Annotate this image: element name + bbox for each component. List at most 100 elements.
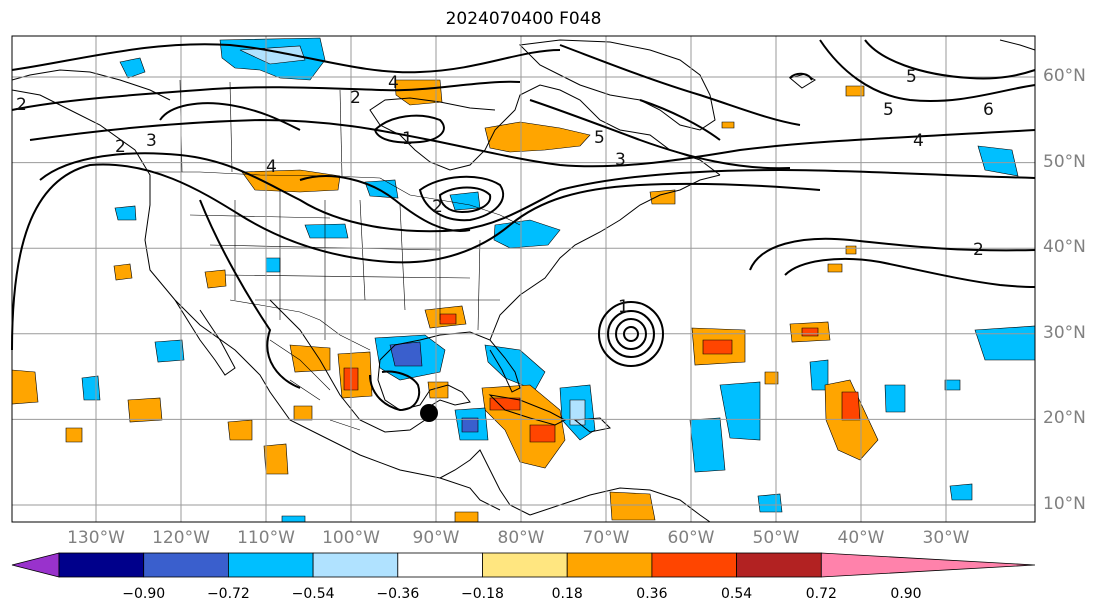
shade-orange-pac9	[263, 443, 289, 475]
contour-c	[29, 118, 1036, 168]
coast-gulf	[269, 299, 521, 433]
shade-orange-pac8	[227, 419, 253, 441]
coast-baja	[174, 299, 236, 376]
longitude-label: 120°W	[152, 528, 210, 548]
contour-j	[418, 175, 505, 222]
contour-m	[784, 257, 1036, 288]
shade-cyan-rockies	[265, 257, 281, 273]
shade-cyan-ne1	[977, 145, 1019, 177]
contour-a	[11, 43, 561, 74]
shade-orange-sa1	[609, 491, 656, 521]
contour-label: 2	[432, 197, 443, 217]
latitude-label: 40°N	[1043, 237, 1086, 258]
shade-lightblue-alaska	[239, 45, 306, 65]
shade-red-atl2	[801, 327, 819, 337]
shade-orange-pac2	[204, 269, 227, 289]
colorbar-segment	[312, 552, 399, 578]
border-us-mexico	[229, 299, 371, 351]
colorbar-segment	[58, 552, 145, 578]
latitude-label: 20°N	[1043, 408, 1086, 429]
border-state5	[399, 204, 406, 311]
colorbar-tick-label: −0.90	[122, 586, 166, 602]
border-state8	[189, 214, 331, 219]
low-ring-4	[623, 326, 639, 342]
colorbar-extend-min	[11, 552, 60, 578]
contour-label: 3	[146, 131, 157, 151]
shade-cyan-nwpac	[119, 57, 146, 79]
low-ring-3	[615, 318, 647, 350]
colorbar-tick-label: −0.18	[461, 586, 504, 602]
political-borders	[150, 79, 521, 431]
shade-cyan-lakes	[364, 179, 399, 199]
contour-t	[789, 72, 813, 81]
coast-greenland	[518, 39, 716, 131]
contour-label: 2	[973, 240, 984, 260]
coast-east	[489, 174, 721, 341]
shade-cyan-atl9	[949, 483, 973, 501]
colorbar-segment	[227, 552, 314, 578]
shade-cyan-plains	[304, 223, 349, 239]
longitude-label: 70°W	[582, 528, 630, 548]
shade-lightblue-atl1	[569, 399, 586, 426]
longitude-label: 90°W	[412, 528, 460, 548]
coastlines	[11, 39, 1036, 523]
coast-europe	[999, 39, 1036, 51]
colorbar-segment	[397, 552, 483, 578]
shade-red-gulf	[439, 313, 457, 325]
contour-label: 2	[350, 88, 361, 108]
colorbar-extend-max	[820, 552, 1036, 578]
latitude-label: 10°N	[1043, 494, 1086, 514]
shade-orange-pac6	[127, 397, 163, 423]
shade-orange-pac5	[11, 369, 39, 405]
shade-orange-ne1	[845, 85, 865, 97]
coast-south-america	[529, 487, 711, 523]
contour-label: 4	[388, 73, 399, 93]
contour-r	[639, 99, 721, 141]
shade-cyan-lakes2	[449, 191, 481, 211]
coast-iceland	[788, 73, 816, 89]
shade-orange-labrador	[484, 121, 591, 153]
border-state4	[359, 199, 366, 301]
shade-orange-ne2	[649, 189, 676, 205]
latitude-label: 30°N	[1043, 322, 1086, 343]
colorbar-segment	[143, 552, 229, 578]
coast-canada-east	[399, 84, 721, 176]
contour-label: 1	[618, 297, 629, 317]
colorbar-tick-label: 0.90	[890, 586, 922, 602]
contour-label: 2	[16, 95, 27, 115]
shade-cyan-pacific1	[114, 205, 137, 221]
longitude-label: 80°W	[497, 528, 545, 548]
shade-orange-sa2	[454, 511, 479, 523]
shade-cyan-atl6	[974, 325, 1036, 361]
shade-orange-ne5	[721, 121, 735, 129]
shade-cyan-pac4	[81, 375, 101, 401]
contour-f	[199, 199, 301, 389]
contour-p	[559, 44, 801, 126]
longitude-label: 130°W	[67, 528, 125, 548]
coast-cuba	[488, 394, 567, 426]
shade-blue-caribbean	[461, 417, 479, 433]
contour-s	[369, 370, 420, 412]
longitude-label: 60°W	[667, 528, 715, 548]
contour-label: 5	[883, 100, 894, 120]
coast-hudson	[369, 97, 496, 136]
coast-hispaniola	[573, 417, 612, 433]
shade-orange-pac1	[113, 263, 133, 281]
contour-label: 4	[913, 131, 924, 151]
contour-h	[299, 175, 471, 232]
contour-label: 1	[402, 129, 413, 149]
contour-label: 5	[594, 128, 605, 148]
latitude-label: 50°N	[1043, 151, 1086, 172]
contour-label-group: 1 2 2 2 2 3 3 4 4 4 5 5 5 6 2 1	[16, 67, 994, 317]
shade-cyan-atl8	[757, 493, 783, 513]
contour-label: 3	[615, 150, 626, 170]
contour-e	[11, 163, 821, 351]
colorbar-tick-label: −0.54	[291, 586, 335, 602]
shade-cyan-atl7	[944, 379, 961, 391]
low-ring-2	[607, 310, 655, 358]
shade-cyan-pac3	[154, 339, 185, 363]
shade-red-atl4	[841, 391, 861, 421]
contour-label: 4	[266, 157, 277, 177]
graticule	[12, 36, 1035, 522]
border-state7	[477, 239, 481, 331]
